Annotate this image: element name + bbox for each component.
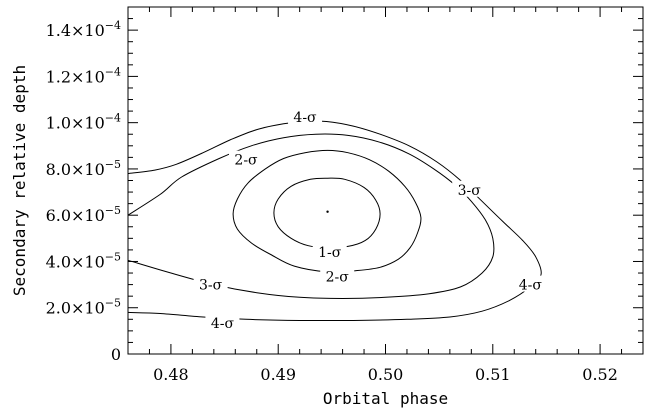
x-tick-label: 0.48 bbox=[153, 365, 189, 384]
contour-1-sigma bbox=[273, 177, 381, 249]
contour-label-bg bbox=[205, 313, 240, 330]
contour-labels: 1-σ 2-σ 3-σ 4-σ 4-σ 2-σ 3-σ 4-σ bbox=[193, 107, 548, 332]
plot-border bbox=[127, 6, 644, 355]
x-tick-label: 0.49 bbox=[260, 365, 296, 384]
contour-label: 4-σ bbox=[211, 316, 235, 332]
x-tick-label: 0.51 bbox=[475, 365, 511, 384]
contour-label-bg bbox=[312, 243, 347, 260]
contour-lines bbox=[127, 120, 542, 322]
contour-label-bg bbox=[229, 150, 264, 167]
contour-label: 3-σ bbox=[458, 183, 482, 199]
best-fit-point bbox=[326, 210, 329, 213]
y-axis-label: Secondary relative depth bbox=[10, 65, 29, 296]
y-tick-label: 1.4×10−4 bbox=[46, 19, 121, 40]
x-tick-label: 0.52 bbox=[582, 365, 618, 384]
y-tick-label: 1.2×10−4 bbox=[46, 65, 121, 86]
contour-label-bg bbox=[193, 275, 228, 292]
contour-4-sigma bbox=[127, 120, 542, 322]
y-tick-label: 8.0×10−5 bbox=[46, 158, 121, 179]
plot-frame bbox=[127, 6, 644, 355]
y-tick-label: 1.0×10−4 bbox=[46, 112, 121, 133]
contour-label: 4-σ bbox=[293, 110, 317, 126]
contour-label-bg bbox=[288, 107, 323, 124]
contour-2-sigma bbox=[232, 149, 422, 273]
contour-label: 2-σ bbox=[326, 270, 350, 286]
contour-label-bg bbox=[513, 275, 548, 292]
x-axis-label: Orbital phase bbox=[323, 389, 448, 408]
x-tick-label: 0.50 bbox=[368, 365, 404, 384]
x-axis: 0.48 0.49 0.50 0.51 0.52 bbox=[127, 7, 644, 384]
contour-label: 1-σ bbox=[318, 245, 342, 261]
y-tick-label: 0 bbox=[111, 345, 121, 364]
contour-label-bg bbox=[320, 267, 355, 284]
contour-label: 3-σ bbox=[199, 278, 223, 294]
y-tick-label: 2.0×10−5 bbox=[46, 297, 121, 318]
contour-label: 2-σ bbox=[234, 153, 258, 169]
y-tick-label: 6.0×10−5 bbox=[46, 204, 121, 225]
y-tick-label: 4.0×10−5 bbox=[46, 250, 121, 271]
contour-label-bg bbox=[452, 180, 487, 197]
contour-label: 4-σ bbox=[519, 278, 543, 294]
y-axis: 0 2.0×10−5 4.0×10−5 6.0×10−5 8.0×10−5 1.0×10−… bbox=[46, 6, 643, 364]
contour-3-sigma bbox=[127, 133, 495, 300]
